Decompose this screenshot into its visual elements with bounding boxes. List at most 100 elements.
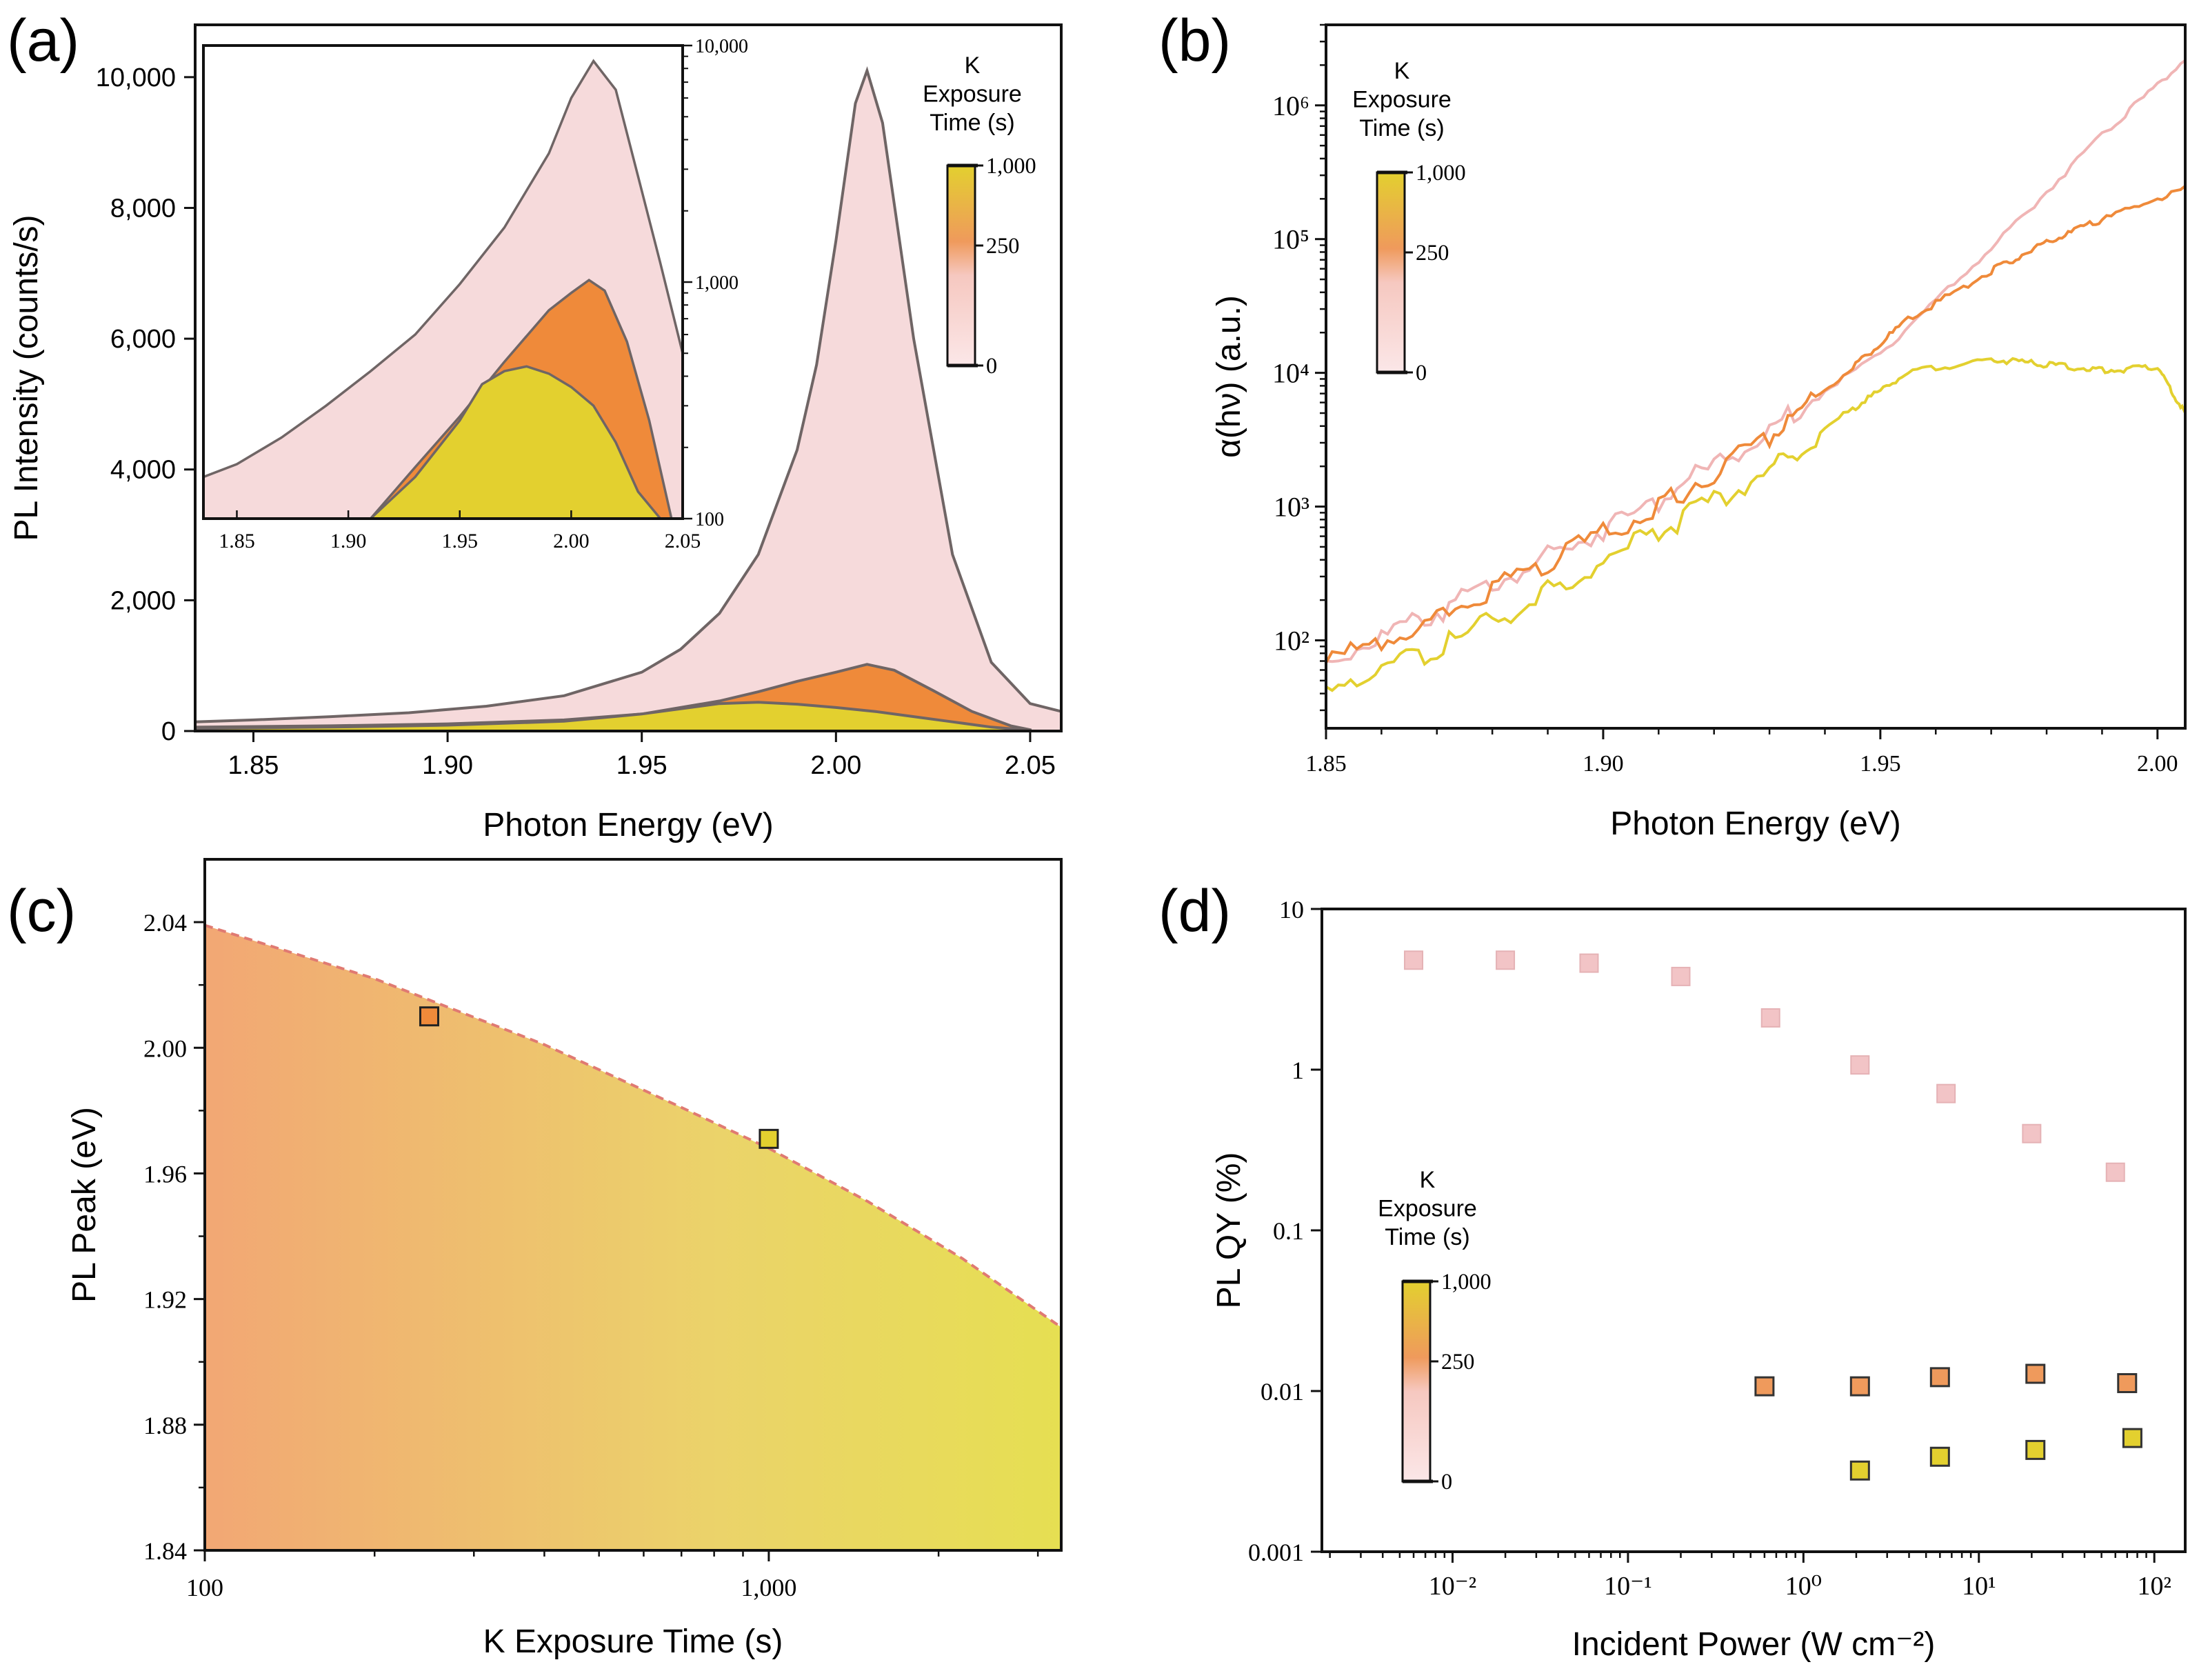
panel-b-lines xyxy=(1325,59,2187,692)
panel-d-ytick-label: 1 xyxy=(1292,1057,1304,1084)
panel-b-ylabel: α(hν) (a.u.) xyxy=(1211,295,1247,458)
panel-c-plot: 100 1,000 1.84 1.88 1.92 1.96 2.00 2.04 K Expos… xyxy=(66,858,1063,1660)
panel-a-ytick-label: 0 xyxy=(161,717,176,746)
panel-b-ytick-label: 10² xyxy=(1274,625,1309,656)
panel-a-label: (a) xyxy=(7,8,79,74)
panel-b-xtick-label: 2.00 xyxy=(2137,751,2178,777)
panel-a-ytick-label: 6,000 xyxy=(110,325,176,354)
panel-c-label: (c) xyxy=(7,878,76,944)
panel-c-ylabel: PL Peak (eV) xyxy=(66,1107,103,1303)
panel-d-xtick-label: 10⁻¹ xyxy=(1604,1572,1651,1601)
panel-a-xlabel: Photon Energy (eV) xyxy=(483,807,774,843)
legend-tick-label: 250 xyxy=(1416,240,1449,265)
panel-d-ytick-label: 0.001 xyxy=(1248,1539,1304,1566)
legend-title-line: Exposure xyxy=(1378,1195,1477,1221)
legend-tick-label: 250 xyxy=(1441,1349,1474,1374)
panel-d-point-2 xyxy=(2122,1428,2142,1448)
panel-d-point-0 xyxy=(1671,966,1691,986)
panel-d-point-0 xyxy=(1579,953,1599,973)
panel-c-shaded-region xyxy=(205,925,1061,1550)
panel-c-frame xyxy=(203,858,1063,1552)
panel-a-inset-xtick-label: 2.00 xyxy=(553,530,590,552)
panel-b-line-1 xyxy=(1325,185,2187,663)
panel-c-ytick-label: 1.84 xyxy=(143,1537,187,1565)
panel-c-ytick-label: 1.88 xyxy=(143,1412,187,1439)
panel-b-ytick-label: 10⁴ xyxy=(1272,358,1309,389)
panel-c-ytick-label: 1.96 xyxy=(143,1160,187,1188)
panel-c-ytick-label: 1.92 xyxy=(143,1286,187,1314)
legend-title-line: Time (s) xyxy=(930,110,1014,136)
panel-c-fill xyxy=(204,923,1063,1550)
legend-tick-label: 250 xyxy=(986,233,1019,258)
panel-a-areas xyxy=(194,66,1063,732)
panel-b-label: (b) xyxy=(1158,8,1231,74)
panel-d-points xyxy=(1404,950,2142,1481)
panel-d-point-2 xyxy=(2025,1439,2046,1460)
panel-d-xlabel: Incident Power (W cm⁻²) xyxy=(1572,1626,1936,1663)
panel-c-ytick-label: 2.04 xyxy=(143,909,187,937)
legend-title-line: Time (s) xyxy=(1385,1224,1469,1250)
panel-d-xtick-label: 10⁰ xyxy=(1785,1572,1822,1601)
panel-d-point-0 xyxy=(2022,1123,2042,1143)
panel-d-point-1 xyxy=(2025,1363,2046,1384)
panel-c-point-0 xyxy=(419,1006,439,1027)
legend-tick-label: 0 xyxy=(986,353,997,378)
panel-b-ytick-label: 10⁵ xyxy=(1272,224,1309,255)
legend-colorbar xyxy=(946,164,976,367)
panel-d-ytick-label: 0.01 xyxy=(1261,1378,1304,1406)
panel-a-inset-area-2 xyxy=(367,365,663,520)
panel-a-ylabel: PL Intensity (counts/s) xyxy=(8,214,45,541)
panel-a-inset-xtick-label: 2.05 xyxy=(665,530,701,552)
legend-title-line: K xyxy=(1394,58,1410,84)
panel-c-xtick-label: 1,000 xyxy=(741,1574,796,1601)
panel-d-label: (d) xyxy=(1158,878,1231,944)
legend-tick-label: 1,000 xyxy=(1441,1269,1492,1294)
panel-d-ytick-label: 0.1 xyxy=(1273,1217,1304,1245)
legend-title-line: Time (s) xyxy=(1359,115,1444,141)
panel-a-inset-ytick-label: 10,000 xyxy=(695,36,748,57)
panel-a-ytick-label: 2,000 xyxy=(110,586,176,615)
legend-colorbar xyxy=(1376,171,1406,374)
legend-title-line: Exposure xyxy=(1352,86,1452,112)
panel-b-xtick-label: 1.90 xyxy=(1583,751,1624,777)
legend-tick-label: 0 xyxy=(1416,360,1427,385)
panel-a-ticks: 1.85 1.90 1.95 2.00 2.05 0 2,000 4,000 6,000 8,00… xyxy=(96,63,1056,780)
panel-a-ytick-label: 10,000 xyxy=(96,63,176,92)
panel-d-point-0 xyxy=(2105,1162,2125,1182)
panel-b-line-0 xyxy=(1325,59,2187,663)
panel-d-point-2 xyxy=(1929,1446,1950,1467)
legend-title-line: Exposure xyxy=(923,81,1022,107)
panel-b-xtick-label: 1.85 xyxy=(1305,751,1347,777)
panel-d-point-0 xyxy=(1850,1055,1870,1075)
panel-a-inset-xtick-label: 1.90 xyxy=(330,530,367,552)
panel-a-area-2 xyxy=(194,701,1032,732)
panel-d-ylabel: PL QY (%) xyxy=(1211,1152,1247,1309)
panel-a-area-0 xyxy=(194,66,1063,732)
panel-d-point-1 xyxy=(2117,1373,2138,1394)
panel-b-ytick-label: 10³ xyxy=(1274,492,1309,523)
panel-b-ticks: 1.85 1.90 1.95 2.00 10² 10³ 10⁴ 10⁵ 10⁶ xyxy=(1272,23,2178,777)
legend-tick-label: 0 xyxy=(1441,1469,1452,1494)
panel-a-xtick-label: 2.00 xyxy=(810,751,861,780)
legend-tick-label: 1,000 xyxy=(1416,160,1466,185)
panel-a-ytick-label: 8,000 xyxy=(110,194,176,223)
panel-b-ytick-label: 10⁶ xyxy=(1272,90,1309,121)
panel-d-point-1 xyxy=(1754,1376,1775,1397)
panel-a-inset-xtick-label: 1.85 xyxy=(219,530,255,552)
panel-d-xtick-label: 10¹ xyxy=(1962,1572,1996,1601)
panel-d-frame xyxy=(1321,908,2187,1553)
legend-title-line: K xyxy=(1420,1167,1436,1193)
panel-a-plot: 1.85 1.90 1.95 2.00 2.05 0 2,000 4,000 6,000 8,00… xyxy=(8,23,1063,843)
panel-a-inset-ytick-label: 100 xyxy=(695,509,724,530)
panel-d-point-1 xyxy=(1929,1367,1950,1388)
panel-a-ytick-label: 4,000 xyxy=(110,456,176,485)
panel-d-point-1 xyxy=(1849,1376,1870,1397)
panel-b-xlabel: Photon Energy (eV) xyxy=(1610,806,1901,842)
panel-d-ytick-label: 10 xyxy=(1279,896,1304,923)
panel-a-xtick-label: 1.95 xyxy=(616,751,667,780)
panel-a-inset-ytick-label: 1,000 xyxy=(695,272,739,294)
